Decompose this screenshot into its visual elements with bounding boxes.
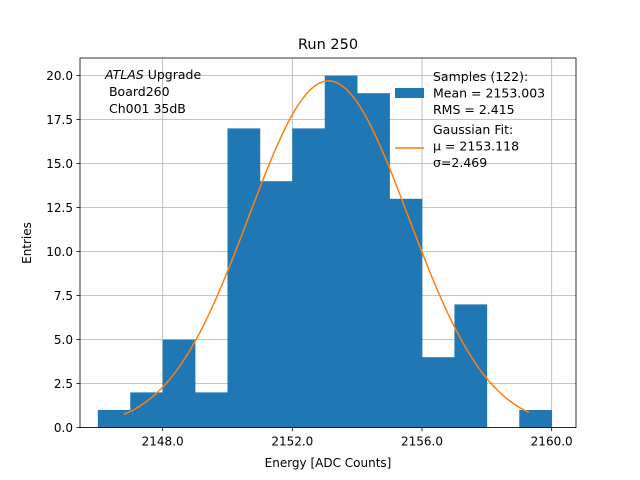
histogram-bar	[324, 75, 358, 428]
histogram-bar	[389, 198, 423, 428]
y-tick-label: 10.0	[46, 245, 73, 259]
chart-title: Run 250	[298, 37, 358, 53]
legend-samples-text: Samples (122):	[433, 69, 528, 84]
y-tick-label: 12.5	[46, 201, 73, 215]
legend-fit-text: μ = 2153.118	[433, 139, 519, 154]
axes-frame	[79, 57, 577, 429]
histogram-bar	[227, 128, 261, 428]
y-tick-label: 20.0	[46, 69, 73, 83]
annotation-line-3: Ch001 35dB	[105, 101, 186, 116]
annotation-line-1: ATLAS Upgrade	[104, 67, 201, 82]
y-axis-ticks: 0.0 2.5 5.0 7.5 10.0 12.5 15.0 17.5 20.0	[46, 69, 80, 435]
x-axis-ticks: 2148.0 2152.0 2156.0 2160.0	[142, 427, 573, 449]
legend: Samples (122): Mean = 2153.003 RMS = 2.4…	[395, 69, 545, 170]
gaussian-fit-curve	[123, 80, 530, 416]
legend-samples-swatch	[395, 88, 424, 98]
annotation-line-2: Board260	[105, 84, 170, 99]
x-axis-label: Energy [ADC Counts]	[265, 456, 392, 470]
histogram-bar	[97, 410, 131, 428]
x-tick-label: 2156.0	[401, 435, 443, 449]
x-tick-label: 2148.0	[142, 435, 184, 449]
legend-fit-text: Gaussian Fit:	[433, 122, 513, 137]
annotation-upgrade: Upgrade	[144, 67, 202, 82]
histogram-bar	[292, 128, 326, 428]
x-tick-label: 2152.0	[271, 435, 313, 449]
y-tick-label: 15.0	[46, 157, 73, 171]
histogram-bar	[162, 339, 196, 428]
x-tick-label: 2160.0	[531, 435, 573, 449]
histogram-bar	[454, 304, 488, 428]
histogram-bars	[97, 75, 552, 428]
y-axis-label: Entries	[20, 222, 34, 264]
legend-samples-text: Mean = 2153.003	[433, 86, 545, 101]
histogram-bar	[259, 181, 293, 428]
y-tick-label: 0.0	[54, 421, 73, 435]
y-tick-label: 5.0	[54, 333, 73, 347]
atlas-annotation: ATLAS Upgrade Board260 Ch001 35dB	[104, 67, 201, 116]
legend-fit-text: σ=2.469	[433, 155, 487, 170]
histogram-bar	[130, 392, 163, 428]
annotation-atlas-italic: ATLAS	[104, 67, 144, 82]
histogram-bar	[195, 392, 228, 428]
histogram-bar	[519, 410, 552, 428]
histogram-bar	[357, 93, 390, 428]
histogram-bar	[422, 357, 455, 428]
legend-samples-text: RMS = 2.415	[433, 102, 515, 117]
y-tick-label: 2.5	[54, 377, 73, 391]
y-tick-label: 17.5	[46, 113, 73, 127]
y-tick-label: 7.5	[54, 289, 73, 303]
